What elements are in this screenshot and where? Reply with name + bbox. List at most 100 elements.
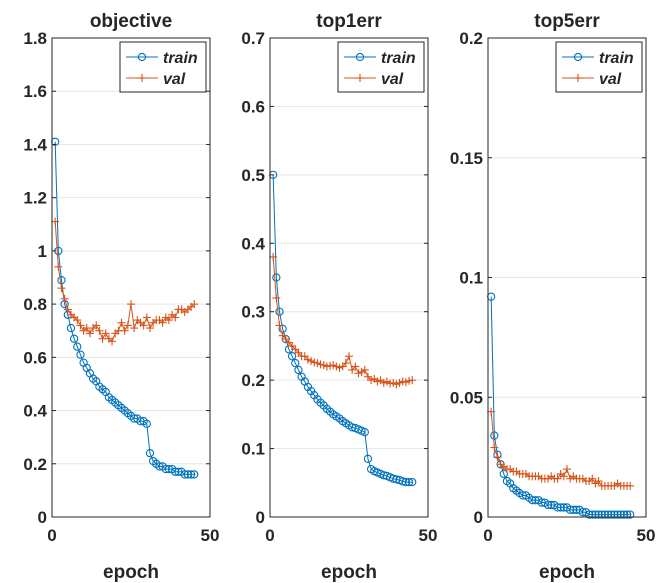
- data-point-val: [360, 365, 369, 374]
- y-tick-label: 0.2: [23, 455, 47, 474]
- legend-label-val: val: [599, 71, 622, 88]
- x-axis-label: epoch: [103, 562, 159, 583]
- data-point-val: [117, 318, 126, 327]
- data-point-val: [92, 321, 101, 330]
- data-point-val: [123, 321, 132, 330]
- data-point-train: [626, 510, 635, 519]
- data-point-val: [553, 474, 562, 483]
- data-point-train: [142, 419, 151, 429]
- data-point-val: [158, 318, 167, 327]
- data-point-train: [594, 510, 603, 519]
- legend-marker-val: [574, 74, 582, 82]
- data-point-train: [401, 477, 411, 487]
- data-point-train: [66, 323, 76, 333]
- data-point-val: [588, 474, 597, 483]
- data-point-val: [60, 294, 69, 303]
- y-tick-label: 1.6: [23, 82, 47, 101]
- y-tick-label: 0.2: [241, 371, 265, 390]
- data-point-val: [130, 324, 139, 333]
- data-point-train: [287, 352, 297, 361]
- legend-marker-train: [355, 52, 365, 62]
- data-point-val: [101, 329, 110, 338]
- data-point-train: [607, 510, 616, 519]
- legend-box: [555, 41, 643, 93]
- data-point-train: [543, 500, 553, 510]
- data-point-train: [294, 365, 303, 375]
- y-tick-label: 0.5: [241, 166, 265, 185]
- data-point-val: [171, 313, 180, 322]
- legend: train val: [337, 41, 425, 93]
- data-point-train: [183, 470, 193, 479]
- data-point-val: [626, 481, 635, 490]
- y-tick-label: 1.8: [23, 29, 47, 48]
- y-tick-label: 0.6: [23, 348, 47, 367]
- data-point-train: [588, 510, 597, 519]
- data-point-train: [398, 477, 407, 486]
- data-point-train: [528, 496, 537, 505]
- data-point-train: [597, 510, 606, 519]
- data-point-val: [63, 305, 72, 314]
- data-point-val: [142, 313, 151, 322]
- series-markers-objective-val: [51, 217, 199, 346]
- data-point-val: [351, 362, 360, 371]
- data-point-val: [345, 352, 353, 361]
- data-point-train: [57, 276, 66, 285]
- data-point-train: [616, 510, 625, 519]
- data-point-train: [619, 510, 629, 519]
- chart-title: objective: [90, 11, 172, 32]
- legend-box: [337, 41, 425, 93]
- data-point-train: [556, 503, 565, 512]
- data-point-train: [360, 427, 369, 437]
- data-point-train: [404, 477, 414, 487]
- data-point-val: [272, 294, 281, 303]
- axes-frame: [269, 37, 429, 518]
- panel-top1err: 0 0.1 0.2 0.3 0.4 0.5 0.6 0.7 0 50 top1err epoch tra…: [241, 11, 437, 583]
- data-point-val: [85, 329, 94, 338]
- data-point-train: [566, 505, 575, 514]
- data-point-val: [108, 337, 117, 346]
- series-markers-top1err-val: [269, 252, 417, 389]
- x-tick-label: 50: [419, 526, 438, 545]
- data-point-train: [600, 510, 610, 519]
- data-point-train: [569, 505, 578, 514]
- data-point-val: [76, 321, 85, 330]
- axes-frame: [51, 37, 211, 518]
- x-tick-label: 0: [47, 526, 56, 545]
- y-tick-label: 0.2: [459, 29, 483, 48]
- x-axis-label: epoch: [321, 562, 377, 583]
- data-point-train: [591, 510, 600, 519]
- y-tick-label: 0.3: [241, 303, 265, 322]
- legend-marker-train: [137, 52, 147, 62]
- y-tick-label: 1.2: [23, 189, 47, 208]
- data-point-val: [145, 324, 154, 333]
- data-point-train: [613, 510, 622, 519]
- data-point-val: [164, 316, 173, 325]
- y-tick-label: 0.15: [450, 149, 483, 168]
- data-point-train: [622, 510, 632, 519]
- data-point-val: [341, 359, 350, 368]
- data-point-train: [171, 467, 180, 476]
- data-point-val: [275, 321, 284, 330]
- legend-label-train: train: [599, 50, 634, 67]
- legend-label-train: train: [381, 50, 416, 67]
- y-tick-label: 0.4: [23, 402, 47, 421]
- x-tick-label: 50: [637, 526, 656, 545]
- y-tick-label: 0.6: [241, 97, 265, 116]
- legend: train val: [555, 41, 643, 93]
- legend-marker-val: [356, 74, 364, 82]
- data-point-train: [190, 470, 199, 479]
- data-point-train: [490, 431, 499, 440]
- chart-title: top1err: [316, 11, 382, 32]
- data-point-train: [186, 470, 196, 479]
- data-point-val: [563, 465, 571, 474]
- y-tick-label: 0.4: [241, 234, 265, 253]
- plot-area: [270, 38, 428, 517]
- data-point-train: [161, 464, 170, 474]
- x-tick-label: 50: [201, 526, 220, 545]
- chart-title: top5err: [534, 11, 600, 32]
- data-point-train: [180, 470, 189, 479]
- x-tick-label: 0: [265, 526, 274, 545]
- series-markers-top1err-train: [269, 170, 417, 487]
- data-point-train: [553, 503, 562, 512]
